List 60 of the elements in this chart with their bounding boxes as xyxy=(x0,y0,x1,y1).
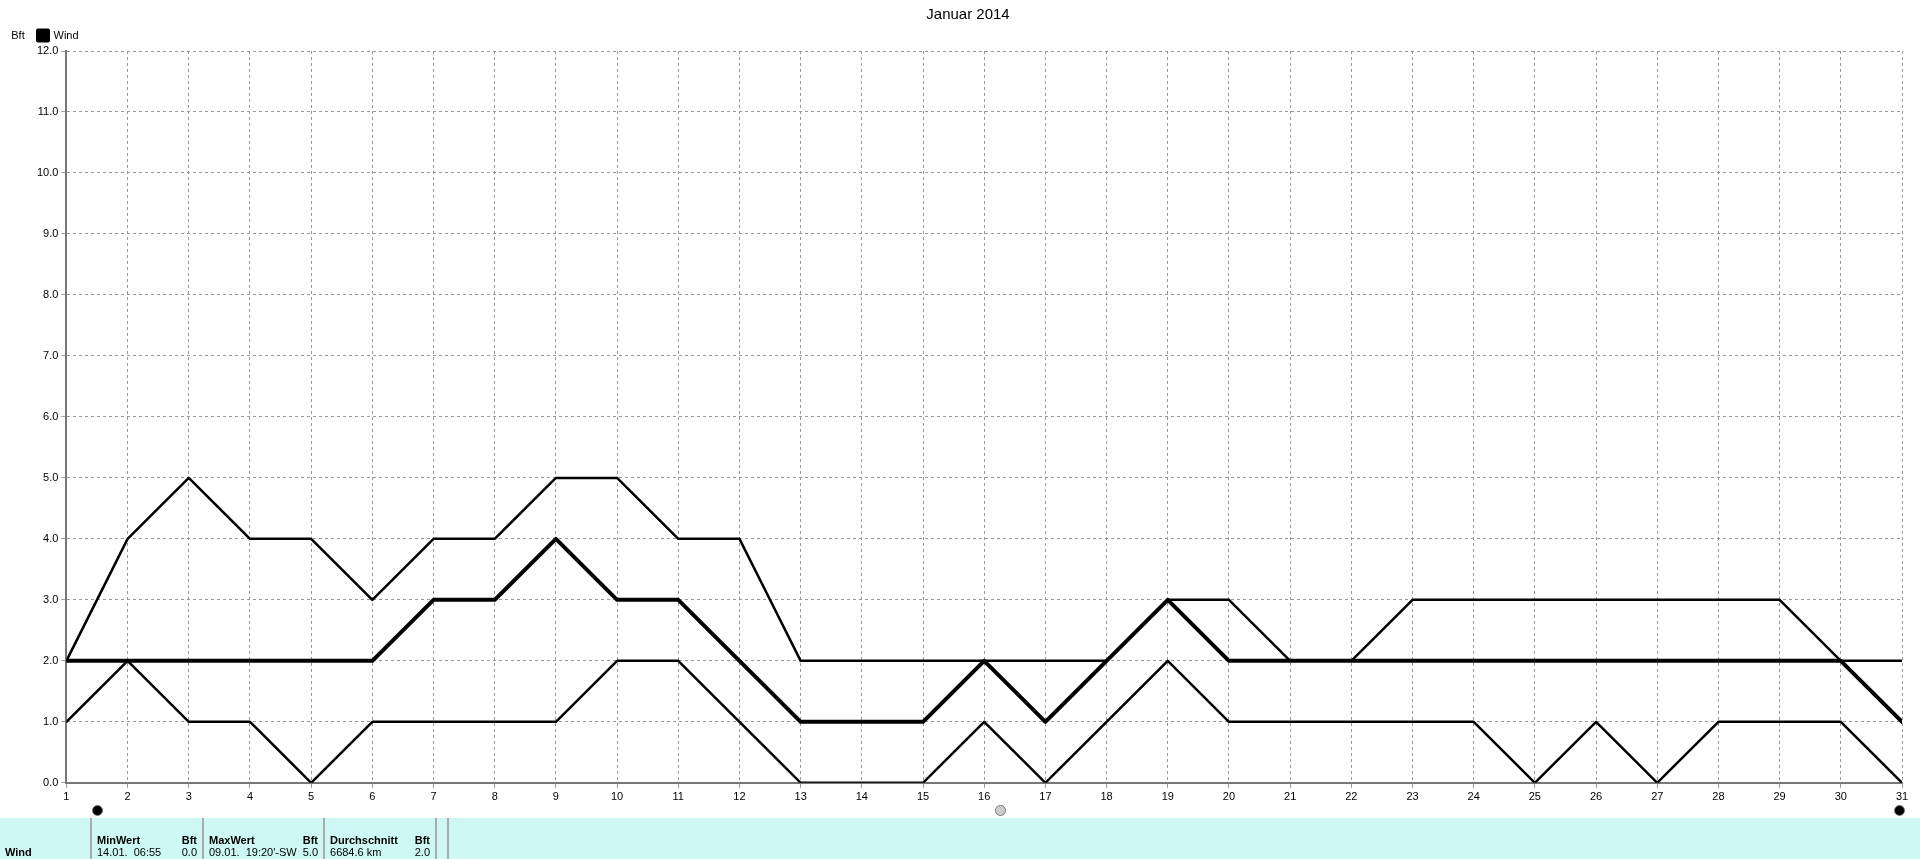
x-tick-label: 8 xyxy=(491,790,498,803)
text: Durchschnitt xyxy=(330,834,398,846)
y-tick-label: 2.0 xyxy=(43,653,59,666)
x-tick-label: 13 xyxy=(794,790,807,803)
x-tick-label: 24 xyxy=(1467,790,1480,803)
x-tick-label: 18 xyxy=(1100,790,1113,803)
y-tick-label: 7.0 xyxy=(43,348,59,361)
x-tick-label: 25 xyxy=(1528,790,1542,803)
x-tick-label: 9 xyxy=(552,790,559,803)
x-tick-label: 10 xyxy=(610,790,624,803)
legend-label: Wind xyxy=(53,28,79,41)
x-tick-label: 4 xyxy=(246,790,254,803)
x-tick-label: 28 xyxy=(1712,790,1725,803)
x-tick-label: 1 xyxy=(63,790,70,803)
x-tick-label: 11 xyxy=(672,790,684,803)
y-tick-label: 10.0 xyxy=(36,166,59,178)
text: Bft xyxy=(302,834,319,846)
x-tick-label: 14 xyxy=(855,790,868,803)
y-tick-label: 6.0 xyxy=(43,409,59,422)
x-tick-label: 20 xyxy=(1222,790,1236,803)
x-tick-label: 7 xyxy=(430,790,437,803)
y-axis-title: Bft xyxy=(11,28,25,41)
y-tick-label: 3.0 xyxy=(43,592,59,605)
text: MinWert xyxy=(97,834,141,846)
text: 0.0 xyxy=(181,846,197,858)
y-tick-label: 0.0 xyxy=(43,775,59,788)
x-tick-label: 27 xyxy=(1651,790,1664,803)
x-tick-label: 12 xyxy=(733,790,746,803)
text: Bft xyxy=(414,834,431,846)
text: 5.0 xyxy=(302,846,319,858)
text: 14.01. 06:55 xyxy=(97,846,162,858)
x-tick-label: 2 xyxy=(124,790,131,803)
y-tick-label: 5.0 xyxy=(43,470,59,483)
text: 2.0 xyxy=(414,846,431,858)
x-tick-label: 3 xyxy=(185,790,192,803)
x-tick-label: 23 xyxy=(1406,790,1419,803)
x-tick-label: 31 xyxy=(1895,790,1909,803)
y-tick-label: 12.0 xyxy=(36,44,59,57)
text: 6684.6 km xyxy=(330,846,382,858)
y-tick-label: 4.0 xyxy=(43,531,59,544)
x-tick-label: 17 xyxy=(1039,790,1052,803)
text: MaxWert xyxy=(209,834,255,846)
chart-title: Januar 2014 xyxy=(926,5,1010,23)
y-tick-label: 11.0 xyxy=(37,105,59,118)
x-tick-label: 5 xyxy=(308,790,315,803)
y-tick-label: 1.0 xyxy=(43,714,59,727)
x-tick-label: 30 xyxy=(1834,790,1847,803)
x-tick-label: 15 xyxy=(916,790,930,803)
x-tick-label: 6 xyxy=(369,790,376,803)
text: Wind xyxy=(0,818,91,859)
x-tick-label: 19 xyxy=(1161,790,1174,803)
x-tick-label: 16 xyxy=(978,790,991,803)
text: Bft xyxy=(181,834,197,846)
x-tick-label: 22 xyxy=(1345,790,1358,803)
text: 09.01. 19:20'-SW xyxy=(209,846,297,858)
y-tick-label: 8.0 xyxy=(43,287,59,300)
y-tick-label: 9.0 xyxy=(43,226,59,239)
x-tick-label: 26 xyxy=(1589,790,1603,803)
x-tick-label: 29 xyxy=(1773,790,1786,803)
x-tick-label: 21 xyxy=(1284,790,1297,803)
